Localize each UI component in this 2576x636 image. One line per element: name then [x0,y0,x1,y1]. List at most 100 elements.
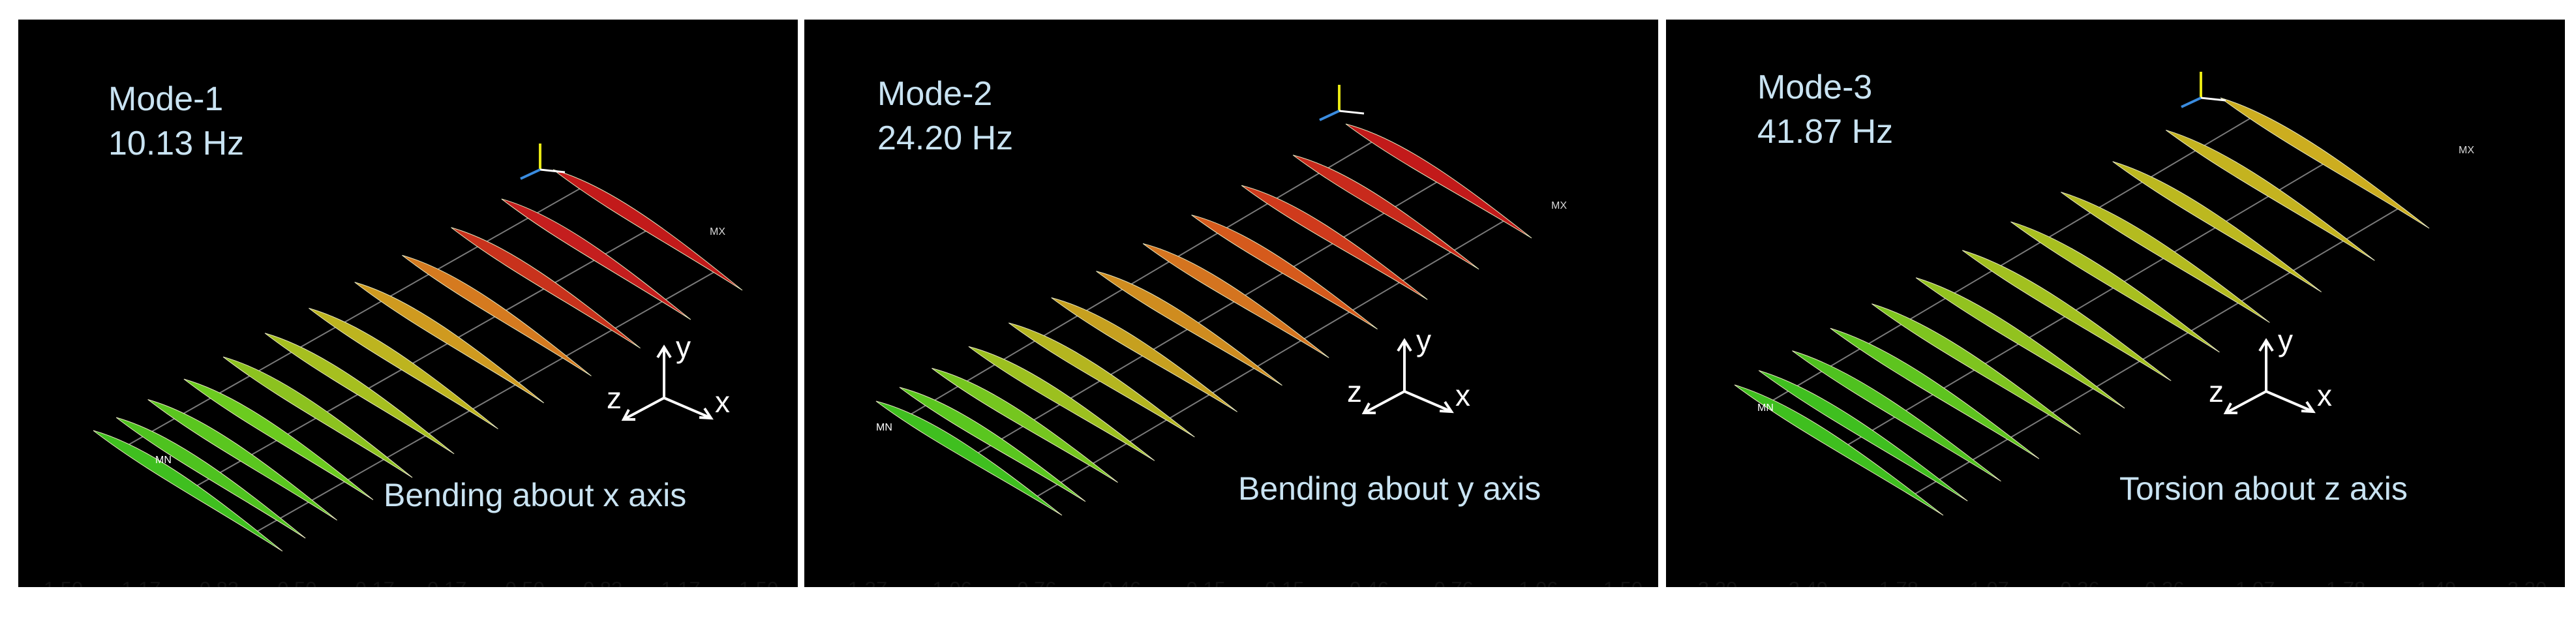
legend-tick-label: −0.17 [344,577,395,587]
legend-tick-label: −0.15 [1174,577,1225,587]
legend-tick-label: 0.15 [1265,577,1304,587]
mode-3-legend-ticks: −3.20 −2.49 −1.78 −1.07 −0.36 0.36 1.07 1.78 1.4… [1666,577,2565,587]
max-marker-label: MX [1551,200,1567,211]
wing-airfoil-section [1830,327,2040,459]
wing-airfoil-section [932,368,1118,483]
legend-tick-label: −1.50 [32,577,83,587]
mode-2-caption: Bending about y axis [1238,470,1541,507]
legend-tick-label: −0.46 [1090,577,1141,587]
legend-tick-label: 1.17 [661,577,700,587]
mode-label: Mode-2 [877,75,993,113]
wing-airfoil-section [309,308,498,429]
wing-spar-line [121,187,582,449]
axis-triad [1361,338,1454,414]
max-marker-label: MX [2459,145,2474,156]
triad-z-label: z [2209,374,2224,408]
legend-tick-label: −1.17 [110,577,160,587]
wing-spar-line [187,229,648,492]
mode-label: Mode-3 [1757,68,1873,106]
min-marker-label: MN [1757,402,1774,414]
legend-tick-label: −0.50 [265,577,316,587]
mode-1-wing-plot: MN MX yx z [93,144,743,552]
csys-x-axis [1339,110,1365,115]
wing-airfoil-section [93,430,283,552]
legend-tick-label: 1.50 [739,577,778,587]
max-marker-label: MX [710,226,725,237]
axis-triad [2223,338,2316,414]
triad-x-label: x [1455,378,1470,412]
wing-airfoil-section [2061,192,2270,323]
legend-tick-label: 0.46 [1350,577,1389,587]
wing-airfoil-section [875,401,1063,516]
wing-airfoil-section [1241,185,1428,300]
wing-airfoil-section [1792,350,2001,482]
wing-airfoil-section [899,387,1086,502]
mode-3-wing-plot: MN MX yx z [1734,72,2474,516]
legend-tick-label: 0.36 [2145,577,2184,587]
wing-airfoil-section [1008,322,1195,438]
wing-airfoil-section [501,198,691,320]
legend-tick-label: −1.06 [920,577,971,587]
legend-tick-label: 1.06 [1519,577,1558,587]
wing-airfoil-section [2220,97,2430,229]
wing-airfoil-section [1292,155,1479,270]
wing-airfoil-section [354,282,545,404]
wing-airfoil-section [115,417,306,539]
mode-label: Mode-1 [108,80,224,118]
min-marker-label: MN [155,455,172,466]
wing-spar-line [254,271,714,534]
wing-airfoil-section [222,356,413,478]
min-marker-label: MN [876,422,892,433]
legend-tick-label: −1.07 [1958,577,2008,587]
wing-airfoil-section [2010,221,2220,353]
wing-airfoil-section [1142,243,1329,358]
legend-tick-label: 0.83 [583,577,622,587]
legend-tick-label: −0.76 [1005,577,1056,587]
triad-z-label: z [607,381,622,415]
mode-2-legend-ticks: −1.37 −1.06 −0.76 −0.46 −0.15 0.15 0.46 0.76 1.0… [804,577,1658,587]
wing-airfoil-section [553,169,743,291]
csys-z-axis [2181,97,2202,108]
wing-airfoil-section [1096,271,1282,386]
legend-tick-label: 3.20 [2508,577,2547,587]
wing-airfoil-section [1915,277,2125,409]
frequency-label: 41.87 Hz [1757,113,1894,151]
csys-z-axis [520,168,541,180]
wing-spar-line [1033,220,1504,499]
legend-tick-label: −1.78 [1868,577,1918,587]
triad-x-label: x [2317,378,2332,412]
legend-tick-label: −0.83 [188,577,239,587]
axis-triad [621,344,714,421]
wing-airfoil-section [1345,123,1532,239]
wing-airfoil-section [1734,384,1944,516]
mode-1-title: Mode-1 10.13 Hz [108,77,244,166]
wing-airfoil-section [2166,129,2375,261]
mode-2-title: Mode-2 24.20 Hz [877,72,1013,160]
legend-tick-label: −0.36 [2048,577,2099,587]
csys-z-axis [1319,110,1340,121]
legend-tick-label: −3.20 [1686,577,1737,587]
triad-y-label: y [1416,324,1431,357]
wing-airfoil-section [1962,250,2172,382]
frequency-label: 10.13 Hz [108,125,245,162]
mode-2-panel: MN MX y x z Mode-2 24.20 Hz Bending about y … [804,20,1658,587]
mode-3-caption: Torsion about z axis [2119,470,2408,507]
wing-airfoil-section [451,227,641,349]
triad-z-label: z [1347,374,1362,408]
legend-tick-label: 1.50 [1603,577,1643,587]
wing-airfoil-section [1051,297,1238,412]
mode-1-caption: Bending about x axis [384,477,687,513]
legend-tick-label: −1.37 [836,577,887,587]
wing-spar-line [968,180,1440,459]
wing-airfoil-section [968,346,1155,461]
wing-airfoil-section [264,333,455,455]
wing-airfoil-section [402,254,592,376]
frequency-label: 24.20 Hz [877,119,1014,157]
csys-x-axis [539,168,566,174]
legend-tick-label: 0.17 [427,577,466,587]
wing-spar-line [1838,162,2326,451]
mode-1-legend-ticks: −1.50 −1.17 −0.83 −0.50 −0.17 0.17 0.50 0.83 1.1… [18,577,798,587]
legend-tick-label: 1.07 [2235,577,2275,587]
triad-y-label: y [676,330,691,364]
mode-3-panel: MN MX y x z Mode-3 41.87 Hz Torsion about z … [1666,20,2565,587]
